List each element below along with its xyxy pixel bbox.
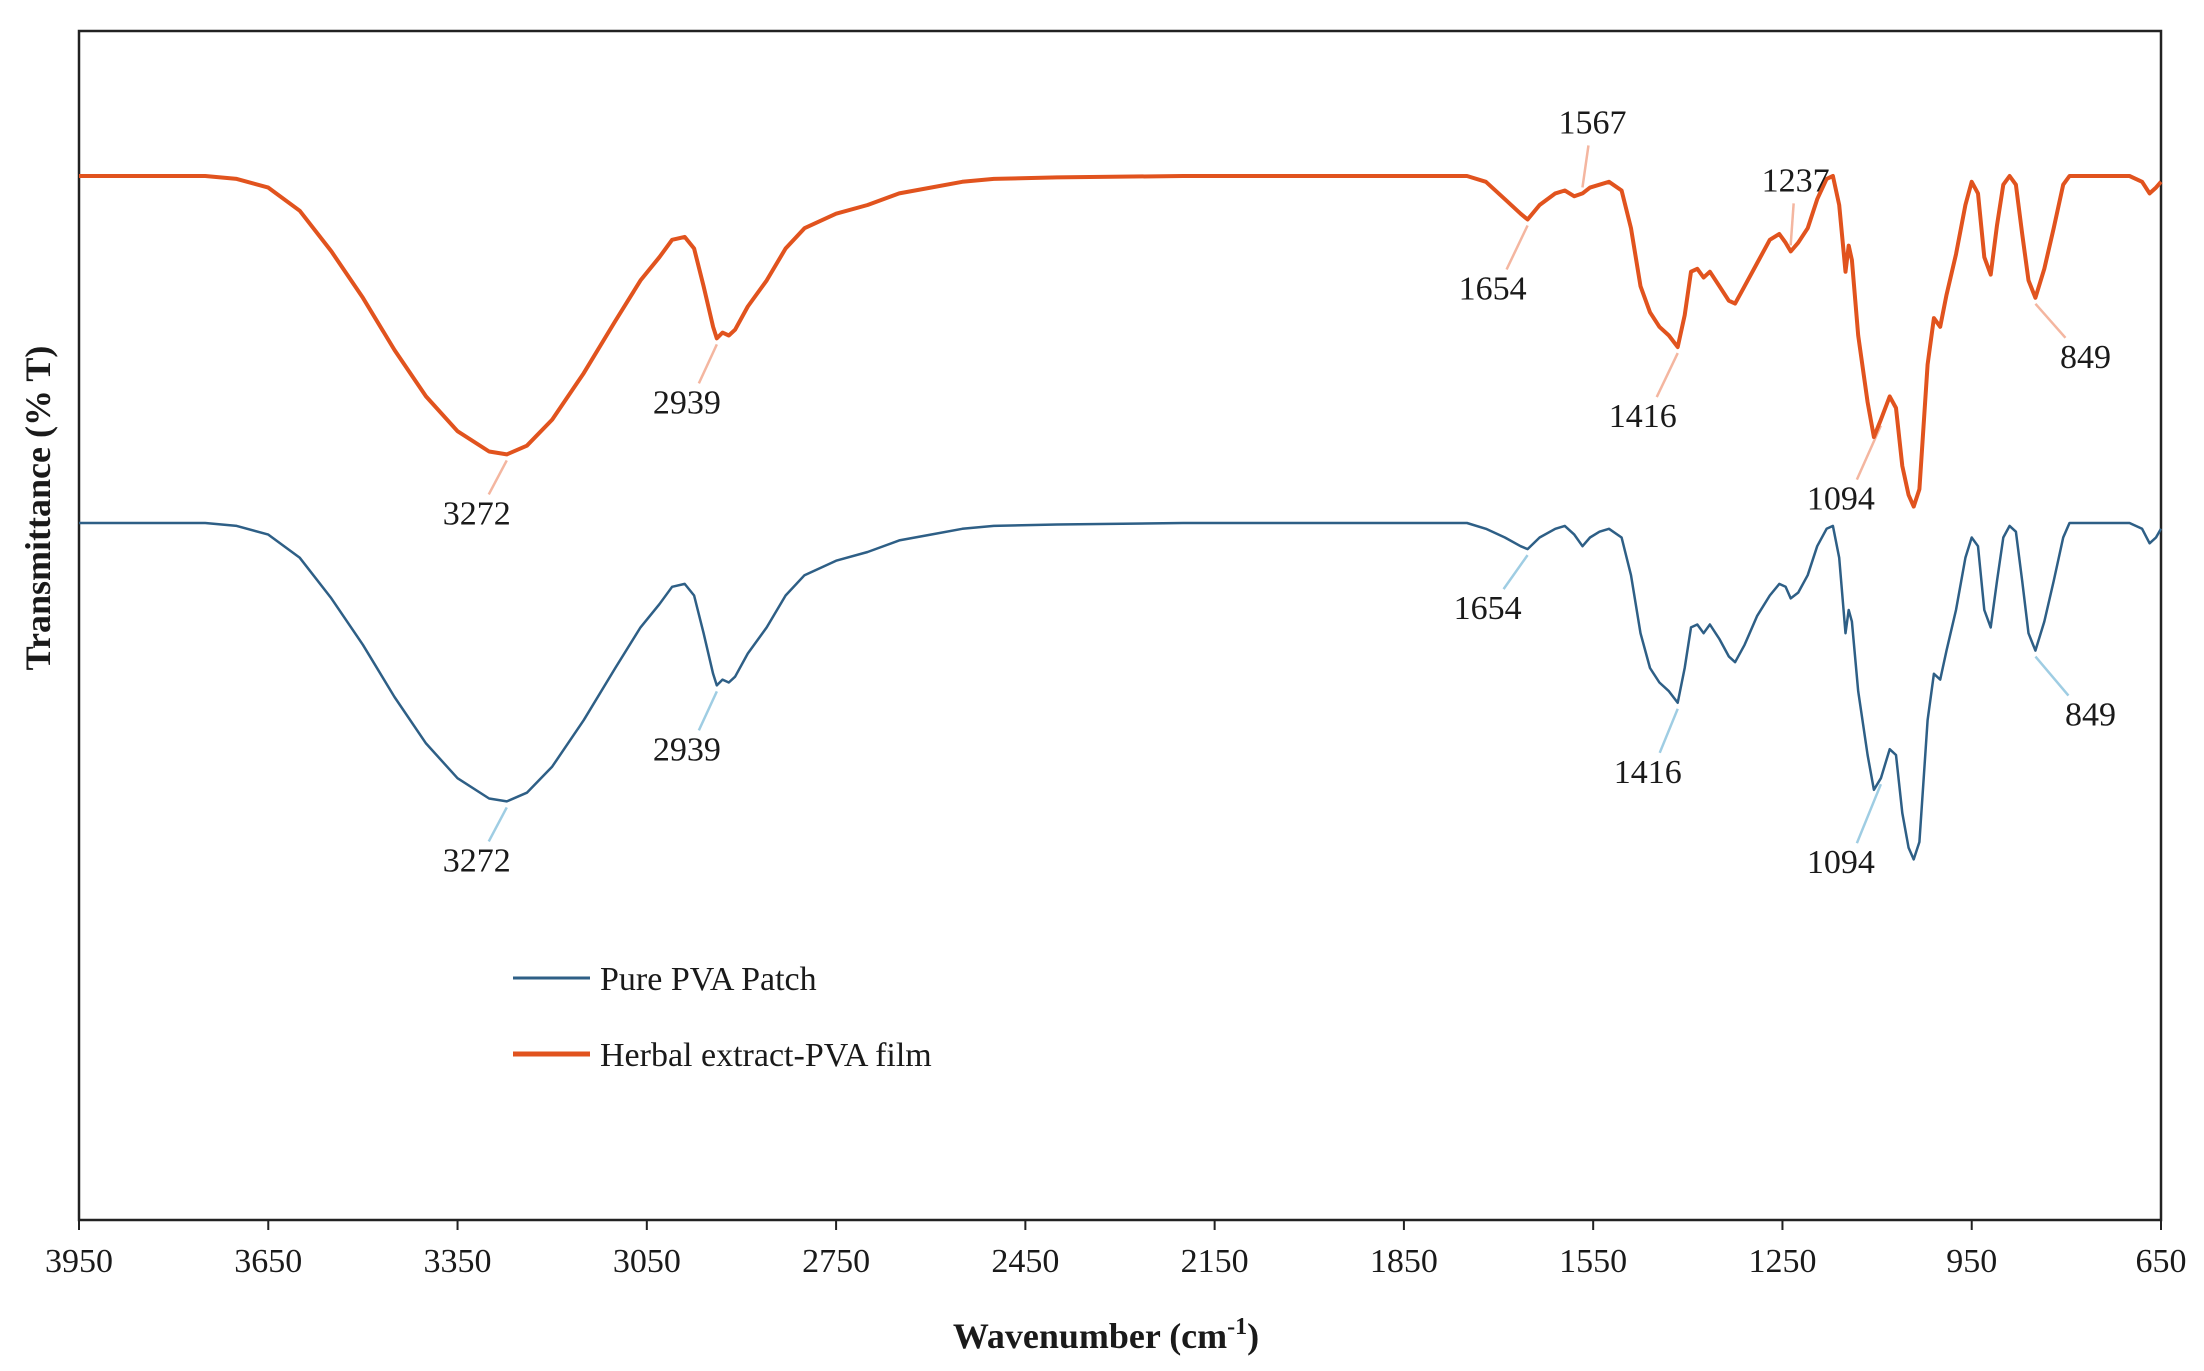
peak-label: 1654 [1459,271,1527,308]
x-tick-label: 3950 [45,1243,113,1280]
peak-label: 849 [2060,339,2111,376]
legend: Pure PVA Patch Herbal extract-PVA film [513,961,932,1074]
x-axis-title: Wavenumber (cm-1) [953,1314,1259,1356]
peak-label: 1416 [1609,398,1677,435]
peak-leader-line [1655,352,1679,398]
x-tick-label: 2750 [802,1243,870,1280]
x-axis-title-main: Wavenumber (cm [953,1316,1227,1356]
x-tick-label: 3650 [234,1243,302,1280]
peak-leader-line [2034,655,2070,697]
peak-leader-line [697,690,718,731]
legend-label-herbal-extract: Herbal extract-PVA film [600,1037,932,1074]
peak-label: 849 [2065,697,2116,734]
peak-leader-line [2034,302,2067,339]
x-tick-label: 3050 [613,1243,681,1280]
series-line [79,174,2163,509]
peak-leader-line [1502,554,1529,590]
peak-leader-line [1581,145,1590,188]
peak-label: 2939 [653,384,721,421]
peak-leader-line [487,806,508,842]
y-axis-title: Transmittance (% T) [18,346,58,671]
peak-leader-line [1789,203,1795,246]
x-axis-title-close: ) [1247,1316,1259,1356]
peak-label: 1237 [1762,162,1830,199]
x-tick-label: 1550 [1559,1243,1627,1280]
x-tick-label: 1250 [1748,1243,1816,1280]
x-tick-label: 3350 [424,1243,492,1280]
peak-label: 1094 [1807,481,1875,518]
x-axis-title-superscript: -1 [1227,1314,1247,1340]
x-tick-label: 2450 [991,1243,1059,1280]
peak-label: 1654 [1454,590,1522,627]
peak-leader-line [697,343,718,384]
peak-leader-line [487,459,508,495]
peak-label: 1567 [1558,104,1626,141]
series-layer [79,174,2163,861]
peak-label: 1416 [1614,754,1682,791]
annotation-labels: 3272 2939 1654 1416 1094 849 3272 2939 1654 1567 1… [443,104,2116,881]
peak-leader-line [1658,708,1679,754]
x-tick-label: 2150 [1181,1243,1249,1280]
x-tick-label: 950 [1946,1243,1997,1280]
peak-label: 1094 [1807,844,1875,881]
x-axis-ticks: 3950 3650 3350 3050 2750 2450 2150 1850 1550 1250… [45,1220,2187,1280]
peak-leader-line [1505,224,1529,271]
peak-label: 2939 [653,731,721,768]
peak-label: 3272 [443,495,511,532]
legend-label-pure-pva: Pure PVA Patch [600,961,817,998]
peak-label: 3272 [443,842,511,879]
peak-leader-line [1855,783,1883,844]
series-line [79,521,2163,861]
plot-frame [77,29,2163,1222]
x-tick-label: 650 [2136,1243,2187,1280]
x-tick-label: 1850 [1370,1243,1438,1280]
